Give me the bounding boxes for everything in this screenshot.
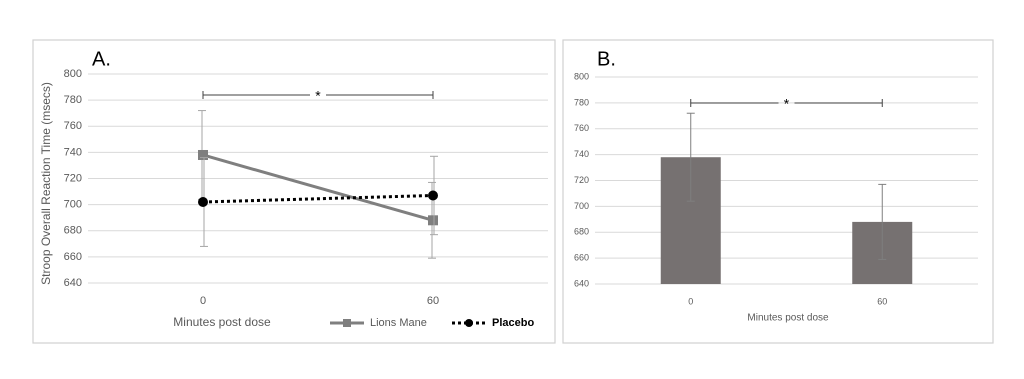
y-tick-label: 800 [574,71,589,81]
significance: * [784,96,790,112]
y-tick-label: 700 [64,199,82,211]
y-tick-label: 720 [64,172,82,184]
x-tick-label: 60 [427,295,439,307]
y-tick-label: 660 [64,251,82,263]
y-axis-label: Stroop Overall Reaction Time (msecs) [39,82,53,285]
series-line [202,193,434,204]
y-tick-label: 740 [64,146,82,158]
x-tick-label: 0 [688,296,693,306]
legend-label: Placebo [492,317,534,329]
y-tick-label: 720 [574,175,589,185]
y-tick-label: 640 [574,278,589,288]
y-tick-label: 740 [574,149,589,159]
y-tick-label: 760 [64,120,82,132]
y-tick-label: 640 [64,277,82,289]
panel-label: B. [597,48,616,70]
marker [198,149,208,160]
marker [428,215,438,226]
y-tick-label: 780 [574,97,589,107]
legend-label: Lions Mane [370,317,427,329]
x-tick-label: 60 [877,296,887,306]
x-tick-label: 0 [200,295,206,307]
y-tick-label: 660 [574,253,589,263]
y-tick-label: 700 [574,201,589,211]
panel-label: A. [92,48,111,70]
y-tick-label: 780 [64,94,82,106]
panel-frame [562,39,994,344]
panel-frame [32,39,556,344]
legend-marker [343,319,351,327]
series-line [202,153,434,222]
y-tick-label: 680 [574,227,589,237]
significance: * [315,88,321,104]
y-tick-label: 760 [574,123,589,133]
y-tick-label: 800 [64,68,82,80]
marker [198,197,208,208]
marker [428,190,438,201]
x-axis-label: Minutes post dose [747,313,829,324]
x-axis-label: Minutes post dose [173,315,271,329]
y-tick-label: 680 [64,225,82,237]
legend-marker [465,319,473,327]
